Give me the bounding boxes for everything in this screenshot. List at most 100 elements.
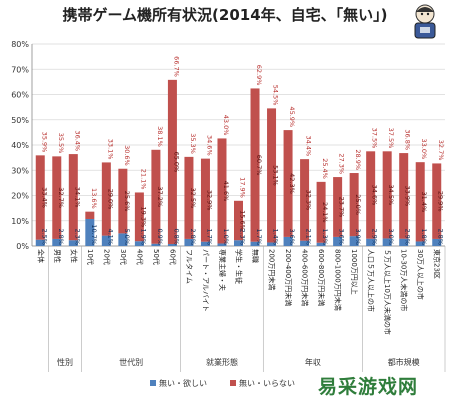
category-label: 800-1000万円未満 (334, 249, 343, 311)
segment-data-label: 2.3% (239, 228, 247, 245)
bar-segment-dont-want (200, 158, 210, 242)
total-data-label: 62.9% (255, 65, 263, 86)
bar-segment-want (316, 242, 326, 246)
segment-data-label: 0.8% (172, 228, 180, 245)
category-label: 10-30万人未満の市 (400, 249, 409, 311)
category-label: 30代 (119, 249, 128, 265)
category-label: 200-400万円未満 (284, 249, 293, 306)
category-label: 東京23区 (433, 249, 442, 279)
segment-data-label: 19.3% (139, 207, 147, 228)
category-label: 60代 (168, 249, 177, 265)
total-data-label: 30.6% (123, 145, 131, 166)
bar-segment-dont-want (415, 162, 425, 242)
segment-data-label: 2.8% (437, 228, 445, 245)
bar-segment-want (52, 238, 62, 246)
group-label: 性別 (57, 357, 73, 367)
segment-data-label: 1.7% (255, 228, 263, 245)
mascot-icon (414, 4, 436, 39)
segment-data-label: 24.1% (321, 202, 329, 223)
segment-data-label: 3.9% (354, 228, 362, 245)
group-label: 年収 (305, 357, 321, 367)
segment-data-label: 5.0% (123, 228, 131, 245)
segment-data-label: 2.9% (404, 228, 412, 245)
y-tick-label: 60% (11, 91, 29, 100)
total-data-label: 38.1% (156, 126, 164, 147)
segment-data-label: 1.0% (222, 228, 230, 245)
total-data-label: 34.4% (305, 135, 313, 156)
category-label: 400-600万円未満 (301, 249, 310, 306)
y-tick-label: 40% (11, 141, 29, 150)
bar-segment-dont-want (300, 159, 310, 241)
segment-data-label: 32.7% (57, 187, 65, 208)
bar-segment-dont-want (167, 79, 177, 244)
segment-data-label: 34.6% (371, 185, 379, 206)
category-label: パート・アルバイト (201, 249, 209, 312)
total-data-label: 33.0% (420, 139, 428, 160)
bar-segment-want (267, 242, 277, 246)
segment-data-label: 53.1% (272, 165, 280, 186)
segment-data-label: 33.4% (40, 187, 48, 208)
segment-data-label: 10.7% (90, 224, 98, 245)
bar-segment-want (349, 236, 359, 246)
bar-segment-dont-want (250, 88, 260, 242)
y-tick-label: 0% (16, 242, 29, 251)
segment-data-label: 25.6% (123, 191, 131, 212)
segment-data-label: 1.4% (272, 228, 280, 245)
bar-segment-want (250, 241, 260, 246)
segment-data-label: 3.6% (288, 228, 296, 245)
category-label: ５万人以上10万人未満の市 (383, 249, 392, 335)
category-label: 10代 (86, 249, 95, 265)
category-label: 学生・生徒 (235, 249, 244, 284)
category-label: 200万円未満 (268, 249, 277, 290)
y-tick-label: 10% (11, 217, 29, 226)
category-label: 1000万円以上 (350, 249, 359, 295)
segment-data-label: 15.6% (239, 210, 247, 231)
total-data-label: 21.1% (139, 169, 147, 190)
total-data-label: 45.9% (288, 106, 296, 127)
total-data-label: 36.4% (73, 130, 81, 151)
bar-segment-want (217, 243, 227, 246)
chart-title: 携帯ゲーム機所有状況(2014年、自宅、「無い」) (62, 6, 388, 24)
segment-data-label: 32.5% (189, 188, 197, 209)
total-data-label: 27.3% (338, 153, 346, 174)
y-tick-label: 30% (11, 166, 29, 175)
segment-data-label: 29.0% (106, 189, 114, 210)
bar-segment-dont-want (184, 156, 194, 239)
total-data-label: 54.5% (272, 85, 280, 106)
segment-data-label: 3.6% (338, 228, 346, 245)
bar-segment-dont-want (118, 168, 128, 234)
bar-segment-dont-want (35, 155, 45, 240)
segment-data-label: 41.6% (222, 181, 230, 202)
bar-segment-dont-want (283, 130, 293, 237)
bar-segment-dont-want (316, 181, 326, 243)
total-data-label: 17.9% (239, 177, 247, 198)
total-data-label: 34.6% (205, 135, 213, 156)
y-tick-label: 80% (11, 40, 29, 49)
bar-segment-want (283, 236, 293, 246)
segment-data-label: 32.3% (305, 190, 313, 211)
category-label: 600-800万円未満 (317, 249, 326, 306)
total-data-label: 33.1% (106, 139, 114, 160)
bar-segment-want (333, 236, 343, 246)
bar-segment-want (432, 238, 442, 246)
bar-segment-dont-want (101, 162, 111, 236)
total-data-label: 36.8% (404, 129, 412, 150)
bar-segment-want (399, 238, 409, 246)
total-data-label: 35.5% (57, 133, 65, 154)
bar-segment-dont-want (68, 154, 78, 241)
legend-label: 無い・欲しい (159, 378, 207, 388)
segment-data-label: 60.7% (255, 155, 263, 176)
category-label: 30万人以上の市 (416, 249, 425, 300)
total-data-label: 32.7% (437, 140, 445, 161)
bar-segment-want (35, 239, 45, 246)
segment-data-label: 37.2% (156, 186, 164, 207)
segment-data-label: 0.9% (156, 228, 164, 245)
segment-data-label: 3.0% (387, 228, 395, 245)
bar-segment-dont-want (432, 163, 442, 239)
group-label: 就業形態 (206, 357, 238, 367)
bar-segment-want (200, 241, 210, 246)
total-data-label: 13.6% (90, 188, 98, 209)
bar-segment-want (151, 243, 161, 246)
segment-data-label: 2.8% (189, 228, 197, 245)
